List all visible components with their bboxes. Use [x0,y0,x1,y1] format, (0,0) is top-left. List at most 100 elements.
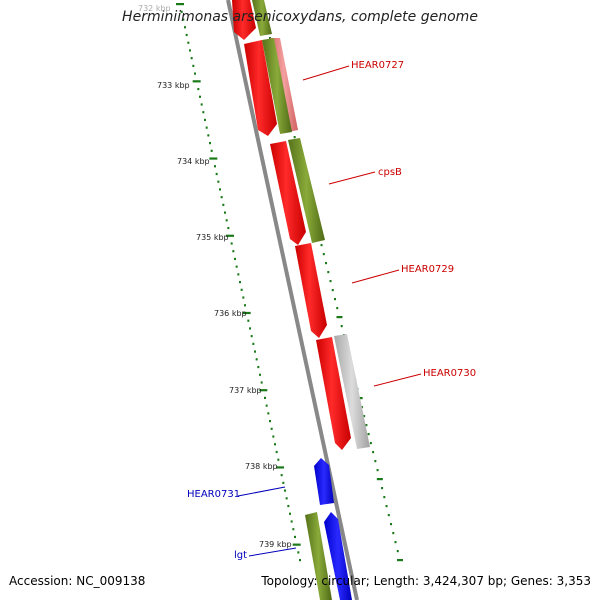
minor-tick-dot [255,358,258,361]
outer-dot [372,451,375,454]
major-tick-mark [226,234,234,237]
outer-dot [327,271,330,274]
gene-HEAR0729-arrow [295,243,327,338]
gene-olive-bar-1 [262,38,292,134]
minor-tick-dot [237,273,240,276]
outer-dot [367,433,370,436]
outer-dot [360,406,363,409]
leader-HEAR0727 [302,65,350,81]
major-tick-mark [276,466,284,469]
tick-label-735: 735 kbp [196,233,229,242]
minor-tick-dot [182,18,185,21]
genome-summary-text: Topology: circular; Length: 3,424,307 bp… [261,574,591,588]
minor-tick-dot [274,443,276,446]
gene-label-lgt[interactable]: lgt [234,550,248,561]
minor-tick-dot [214,165,216,168]
gene-top-red-arrow [232,0,256,40]
outer-dot [334,298,336,301]
outer-dot [383,496,386,499]
gene-cpsB-arrow [270,141,306,245]
outer-dot [394,541,397,544]
major-tick-mark [259,389,268,392]
gene-label-HEAR0730[interactable]: HEAR0730 [423,368,477,379]
outer-major-mark [336,316,343,319]
minor-tick-dot [199,95,201,98]
minor-tick-dot [190,57,193,60]
minor-tick-dot [254,350,256,353]
gene-olive-top-bar [252,0,272,36]
genome-backbone [226,0,359,600]
minor-tick-dot [270,427,273,430]
minor-tick-dot [180,10,183,13]
outer-dot [325,262,328,265]
minor-tick-dot [209,142,211,145]
gene-HEAR0727-arrow [244,40,277,136]
minor-tick-dot [239,281,241,284]
gene-HEAR0731-arrow [314,458,334,505]
outer-dot [340,325,343,328]
gene-gray-bar [334,334,370,449]
gene-label-HEAR0729[interactable]: HEAR0729 [401,264,455,275]
minor-tick-dot [299,559,301,562]
tick-label-738: 738 kbp [245,462,278,471]
tick-label-737: 737 kbp [229,386,262,395]
outer-dot [369,442,372,445]
outer-dot [293,136,296,139]
outer-dot [387,514,390,517]
minor-tick-dot [289,512,291,515]
minor-tick-dot [200,103,203,106]
minor-tick-dot [250,335,253,338]
outer-dot [392,532,395,535]
outer-dot [322,253,325,256]
minor-tick-dot [297,551,300,554]
tick-label-732: 732 kbp [138,4,171,13]
minor-tick-dot [235,265,238,268]
outer-major-mark [397,559,403,562]
minor-tick-dot [280,474,283,477]
outer-dot [320,244,323,247]
gene-label-HEAR0727[interactable]: HEAR0727 [351,60,405,71]
minor-tick-dot [215,172,218,176]
minor-tick-dot [220,196,223,199]
major-tick-mark [209,157,218,160]
minor-tick-dot [275,450,278,454]
minor-tick-dot [232,250,235,253]
minor-tick-dot [217,180,220,183]
minor-tick-dot [252,342,255,345]
minor-tick-dot [222,203,225,206]
leader-HEAR0730 [373,373,422,387]
leader-HEAR0731 [237,486,286,497]
outer-dot [374,460,377,463]
minor-tick-dot [192,64,195,67]
outer-dot [376,469,379,472]
minor-tick-dot [257,365,260,369]
minor-tick-dot [244,304,246,307]
major-tick-mark [176,3,184,6]
gene-label-HEAR0731[interactable]: HEAR0731 [187,489,241,500]
minor-tick-dot [294,535,296,539]
minor-tick-dot [204,118,206,122]
tick-label-734: 734 kbp [177,157,210,166]
minor-tick-dot [277,458,280,461]
tick-label-736: 736 kbp [214,309,247,318]
outer-dot [363,415,366,418]
gene-label-cpsB[interactable]: cpsB [378,167,402,178]
major-tick-mark [292,543,301,546]
minor-tick-dot [272,435,275,438]
outer-dot [396,550,399,553]
minor-tick-dot [185,33,188,37]
minor-tick-dot [207,134,210,137]
major-tick-mark [192,80,201,83]
outer-dot [331,289,334,292]
minor-tick-dot [292,528,295,531]
minor-tick-dot [197,87,200,91]
minor-tick-dot [264,396,266,400]
minor-tick-dot [269,420,271,423]
gene-olive-bar-2 [288,138,325,243]
minor-tick-dot [240,288,243,291]
minor-tick-dot [265,404,268,407]
outer-dot [336,307,339,310]
outer-major-mark [376,478,383,481]
minor-tick-dot [227,226,230,230]
